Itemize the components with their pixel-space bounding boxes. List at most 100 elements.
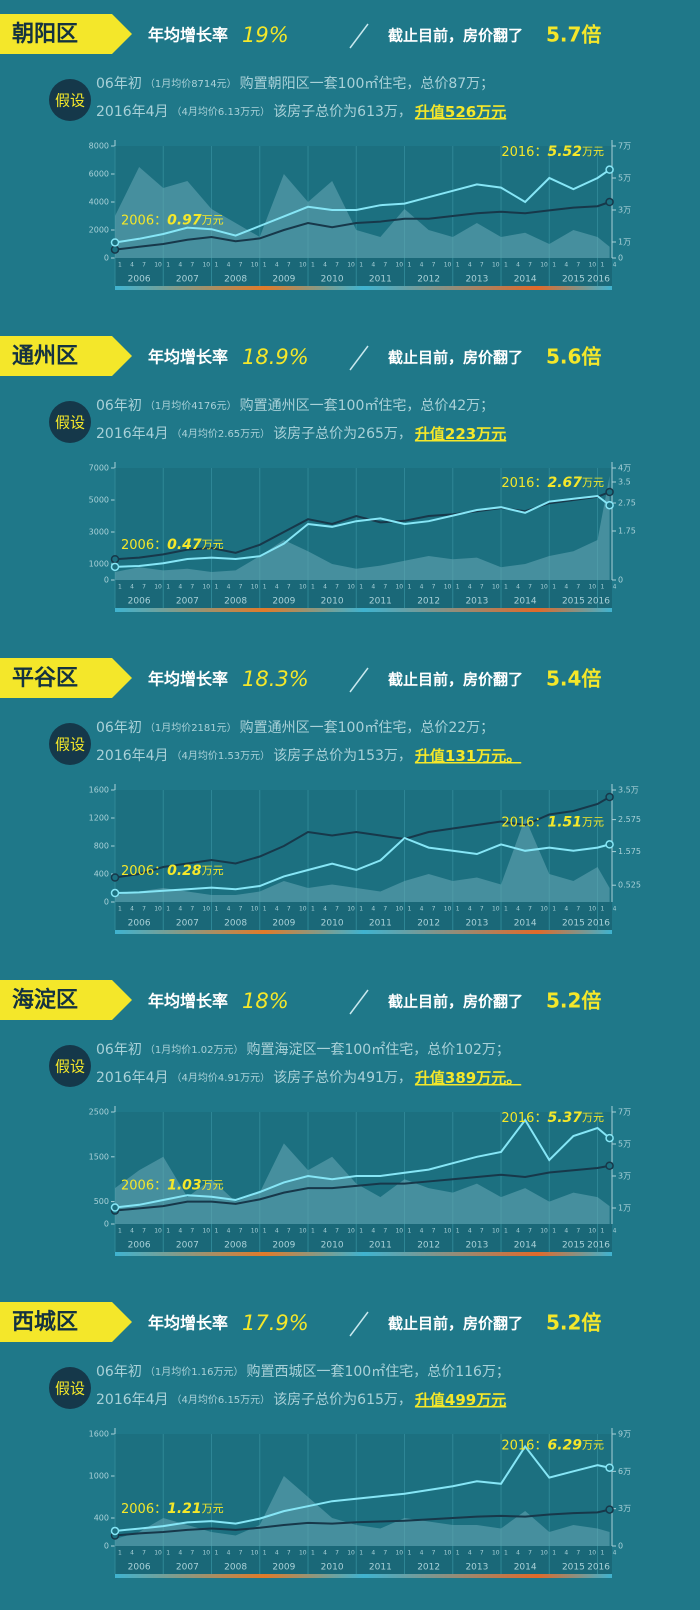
month-tick-label: 7 bbox=[528, 262, 532, 269]
y2-tick-label: 3.5 bbox=[618, 478, 631, 487]
month-tick-label: 4 bbox=[613, 262, 617, 269]
month-tick-label: 4 bbox=[323, 584, 327, 591]
multiple: 5.4倍 bbox=[546, 667, 601, 691]
month-tick-label: 10 bbox=[444, 584, 452, 591]
annotation: 2006：0.28万元 bbox=[121, 863, 224, 879]
price-line bbox=[114, 168, 611, 244]
y-tick-label: 2000 bbox=[89, 226, 109, 235]
month-tick-label: 4 bbox=[420, 1228, 424, 1235]
annotation: 2006：1.21万元 bbox=[121, 1501, 224, 1517]
month-tick-label: 4 bbox=[275, 906, 279, 913]
month-tick-label: 10 bbox=[540, 1550, 548, 1557]
month-tick-label: 1 bbox=[601, 906, 605, 913]
x-tick-label: 2010 bbox=[321, 275, 344, 285]
district-banner bbox=[0, 336, 132, 376]
month-tick-label: 1 bbox=[552, 262, 556, 269]
x-tick-label: 2011 bbox=[369, 597, 392, 607]
annotation-year: 2016： bbox=[501, 1438, 547, 1453]
month-tick-label: 7 bbox=[190, 906, 194, 913]
month-tick-label: 7 bbox=[142, 1228, 146, 1235]
assumption-text: 购置西城区一套100㎡住宅，总价116万； bbox=[246, 1364, 509, 1380]
annotation: 2016：2.67万元 bbox=[501, 475, 604, 491]
x-tick-label: 2015 bbox=[562, 597, 585, 607]
end-point bbox=[605, 840, 614, 849]
district-banner bbox=[0, 658, 132, 698]
month-tick-label: 10 bbox=[540, 1228, 548, 1235]
x-tick-label: 2009 bbox=[272, 275, 295, 285]
double-label: 截止目前，房价翻了 bbox=[388, 671, 523, 689]
growth-label: 年均增长率 bbox=[148, 26, 228, 45]
month-tick-label: 4 bbox=[130, 584, 134, 591]
end-point bbox=[110, 554, 120, 564]
annotation-year: 2016： bbox=[501, 1111, 547, 1126]
assumption-text: 2016年4月 bbox=[96, 1392, 169, 1408]
growth-label: 年均增长率 bbox=[148, 1314, 228, 1333]
month-tick-label: 10 bbox=[395, 1550, 403, 1557]
month-tick-label: 1 bbox=[408, 262, 412, 269]
month-tick-label: 1 bbox=[601, 1550, 605, 1557]
volume-area bbox=[115, 1476, 610, 1546]
x-tick-label: 2007 bbox=[176, 919, 199, 929]
annotation-value: 0.47 bbox=[167, 537, 202, 553]
month-tick-label: 10 bbox=[299, 584, 307, 591]
x-axis-bar bbox=[115, 1574, 612, 1578]
y2-tick-label: 0.525 bbox=[618, 881, 641, 890]
end-point bbox=[605, 1161, 614, 1171]
district: 朝阳区 bbox=[12, 21, 78, 47]
x-tick-label: 2008 bbox=[224, 1563, 247, 1573]
month-tick-label: 10 bbox=[588, 584, 596, 591]
double-label: 截止目前，房价翻了 bbox=[388, 993, 523, 1011]
month-tick-label: 1 bbox=[311, 1550, 315, 1557]
month-tick-label: 7 bbox=[383, 1228, 387, 1235]
price-line bbox=[114, 1164, 610, 1212]
x-tick-label: 2009 bbox=[272, 597, 295, 607]
price-line bbox=[114, 796, 611, 879]
multiple: 5.2倍 bbox=[546, 989, 601, 1013]
y2-tick-label: 9万 bbox=[618, 1430, 631, 1439]
assumption-line: 2016年4月 （4月均价4.91万元） 该房子总价为491万， 升值389万元。 bbox=[96, 1069, 521, 1087]
assumption-text: 06年初 bbox=[96, 1041, 142, 1058]
growth-rate: 18% bbox=[242, 989, 289, 1013]
annotation-year: 2006： bbox=[121, 1178, 167, 1193]
end-point bbox=[605, 1463, 614, 1472]
district: 西城区 bbox=[12, 1309, 78, 1335]
assumption-line: 06年初 （1月均价1.02万元） 购置海淀区一套100㎡住宅，总价102万； bbox=[96, 1041, 510, 1058]
month-tick-label: 1 bbox=[359, 1228, 363, 1235]
month-tick-label: 10 bbox=[347, 262, 355, 269]
annotation-value: 2.67 bbox=[547, 475, 582, 491]
month-tick-label: 10 bbox=[492, 1228, 500, 1235]
x-tick-label: 2012 bbox=[417, 275, 440, 285]
annotation-unit: 万元 bbox=[202, 538, 224, 551]
divider bbox=[349, 23, 369, 49]
month-tick-label: 10 bbox=[395, 906, 403, 913]
month-tick-label: 1 bbox=[263, 1228, 267, 1235]
month-tick-label: 4 bbox=[323, 262, 327, 269]
y2-tick-label: 0 bbox=[618, 576, 623, 585]
month-tick-label: 4 bbox=[468, 262, 472, 269]
month-tick-label: 1 bbox=[311, 1228, 315, 1235]
month-tick-label: 10 bbox=[540, 584, 548, 591]
month-tick-label: 4 bbox=[516, 262, 520, 269]
month-tick-label: 4 bbox=[516, 584, 520, 591]
x-tick-label: 2012 bbox=[417, 919, 440, 929]
month-tick-label: 1 bbox=[118, 1228, 122, 1235]
badge-text: 假设 bbox=[55, 414, 85, 432]
x-axis-band bbox=[115, 902, 612, 930]
month-tick-label: 1 bbox=[552, 1550, 556, 1557]
month-tick-label: 7 bbox=[383, 906, 387, 913]
month-tick-label: 10 bbox=[492, 1550, 500, 1557]
x-tick-label: 2009 bbox=[272, 1241, 295, 1251]
y2-tick-label: 1.75 bbox=[618, 527, 636, 536]
month-tick-label: 10 bbox=[588, 906, 596, 913]
month-tick-label: 4 bbox=[516, 906, 520, 913]
assumption-text: 2016年4月 bbox=[96, 1070, 169, 1086]
y-tick-label: 1000 bbox=[89, 1472, 109, 1481]
assumption-text: （1月均价1.02万元） bbox=[145, 1044, 244, 1056]
x-axis-bar bbox=[115, 286, 612, 290]
month-tick-label: 7 bbox=[528, 584, 532, 591]
badge-text: 假设 bbox=[55, 92, 85, 110]
month-tick-label: 7 bbox=[432, 584, 436, 591]
y-tick-label: 7000 bbox=[89, 464, 109, 473]
appreciation: 升值526万元 bbox=[415, 103, 506, 121]
annotation: 2016：5.37万元 bbox=[501, 1110, 604, 1126]
